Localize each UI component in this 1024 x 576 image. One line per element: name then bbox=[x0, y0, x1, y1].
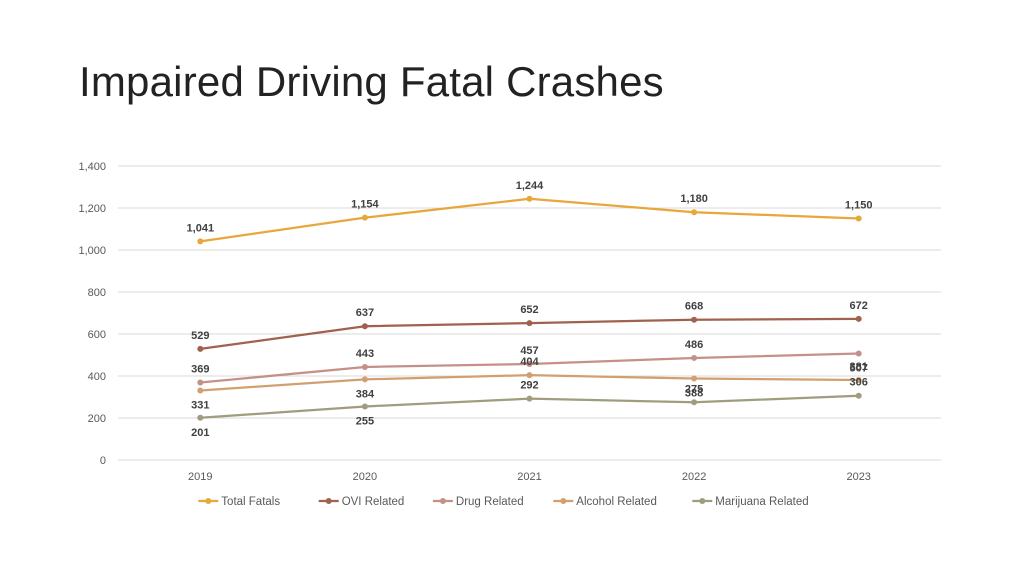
data-label: 384 bbox=[356, 388, 375, 400]
data-label: 275 bbox=[685, 383, 703, 395]
data-label: 1,154 bbox=[351, 199, 379, 211]
page-title: Impaired Driving Fatal Crashes bbox=[79, 58, 664, 105]
data-label: 1,150 bbox=[845, 200, 873, 212]
legend-item: Total Fatals bbox=[198, 496, 280, 508]
legend-marker bbox=[205, 498, 212, 504]
legend-marker bbox=[560, 498, 567, 504]
x-tick-label: 2022 bbox=[682, 471, 706, 483]
data-point bbox=[197, 238, 204, 245]
data-label: 672 bbox=[850, 300, 868, 312]
data-label: 255 bbox=[356, 415, 374, 427]
data-point bbox=[526, 320, 533, 327]
data-point bbox=[526, 395, 533, 402]
data-label: 652 bbox=[520, 304, 538, 316]
data-label: 637 bbox=[356, 307, 374, 319]
data-point bbox=[361, 376, 368, 383]
data-label: 507 bbox=[850, 363, 868, 375]
x-tick-label: 2021 bbox=[517, 471, 541, 483]
data-label: 388 bbox=[685, 388, 703, 400]
legend-label: OVI Related bbox=[342, 496, 405, 508]
data-label: 201 bbox=[191, 427, 209, 439]
data-labels: 1,041 1,154 1,244 1,180 1,150 529 637 652 668 672… bbox=[187, 180, 873, 439]
y-tick-label: 600 bbox=[88, 329, 106, 341]
y-axis: 0 200 400 600 800 1,000 1,200 1,400 bbox=[78, 161, 106, 467]
y-tick-label: 800 bbox=[88, 287, 106, 299]
data-point bbox=[526, 372, 533, 379]
data-point bbox=[361, 214, 368, 221]
legend-marker bbox=[325, 498, 332, 504]
legend-item: Alcohol Related bbox=[553, 496, 657, 508]
data-point bbox=[691, 354, 698, 361]
data-point bbox=[855, 215, 862, 222]
y-tick-label: 1,000 bbox=[78, 245, 106, 257]
x-axis: 2019 2020 2021 2022 2023 bbox=[188, 471, 871, 483]
data-label: 529 bbox=[191, 330, 209, 342]
data-label: 1,244 bbox=[516, 180, 544, 192]
data-point bbox=[691, 316, 698, 323]
data-label: 331 bbox=[191, 399, 209, 411]
data-point bbox=[197, 387, 204, 394]
data-label: 369 bbox=[191, 364, 209, 376]
data-label: 1,041 bbox=[187, 222, 215, 234]
data-point bbox=[691, 209, 698, 216]
data-label: 404 bbox=[520, 356, 539, 368]
data-label: 668 bbox=[685, 301, 703, 313]
y-tick-label: 400 bbox=[88, 371, 106, 383]
data-point bbox=[197, 379, 204, 386]
y-tick-label: 0 bbox=[100, 455, 106, 467]
legend-marker bbox=[439, 498, 446, 504]
legend-item: Drug Related bbox=[432, 496, 524, 508]
data-label: 457 bbox=[520, 345, 538, 357]
data-label: 486 bbox=[685, 339, 703, 351]
data-point bbox=[855, 350, 862, 357]
data-label: 306 bbox=[850, 377, 868, 389]
legend-label: Total Fatals bbox=[221, 496, 280, 508]
data-point bbox=[197, 414, 204, 421]
data-point bbox=[526, 195, 533, 202]
data-point bbox=[361, 323, 368, 330]
legend-item: OVI Related bbox=[318, 496, 405, 508]
data-label: 1,180 bbox=[680, 193, 708, 205]
data-point bbox=[691, 375, 698, 382]
data-point bbox=[855, 376, 862, 383]
data-point bbox=[691, 399, 698, 406]
legend-marker bbox=[699, 498, 706, 504]
legend: Total Fatals OVI Related Drug Related Alcoh… bbox=[198, 496, 809, 508]
x-tick-label: 2019 bbox=[188, 471, 212, 483]
legend-item: Marijuana Related bbox=[692, 496, 809, 508]
y-tick-label: 200 bbox=[88, 413, 106, 425]
data-point bbox=[526, 361, 533, 368]
data-label: 381 bbox=[850, 361, 868, 373]
data-point bbox=[197, 345, 204, 352]
series-line bbox=[200, 197, 859, 243]
legend-label: Drug Related bbox=[456, 496, 524, 508]
data-label: 292 bbox=[520, 380, 538, 392]
y-tick-label: 1,200 bbox=[78, 203, 106, 215]
x-tick-label: 2023 bbox=[846, 471, 870, 483]
data-point bbox=[855, 315, 862, 322]
y-tick-label: 1,400 bbox=[78, 161, 106, 173]
legend-label: Alcohol Related bbox=[576, 496, 657, 508]
data-point bbox=[361, 403, 368, 410]
legend-label: Marijuana Related bbox=[715, 496, 808, 508]
x-tick-label: 2020 bbox=[353, 471, 377, 483]
data-label: 443 bbox=[356, 348, 374, 360]
data-point bbox=[361, 363, 368, 370]
data-point bbox=[855, 392, 862, 399]
series-lines bbox=[197, 195, 862, 421]
